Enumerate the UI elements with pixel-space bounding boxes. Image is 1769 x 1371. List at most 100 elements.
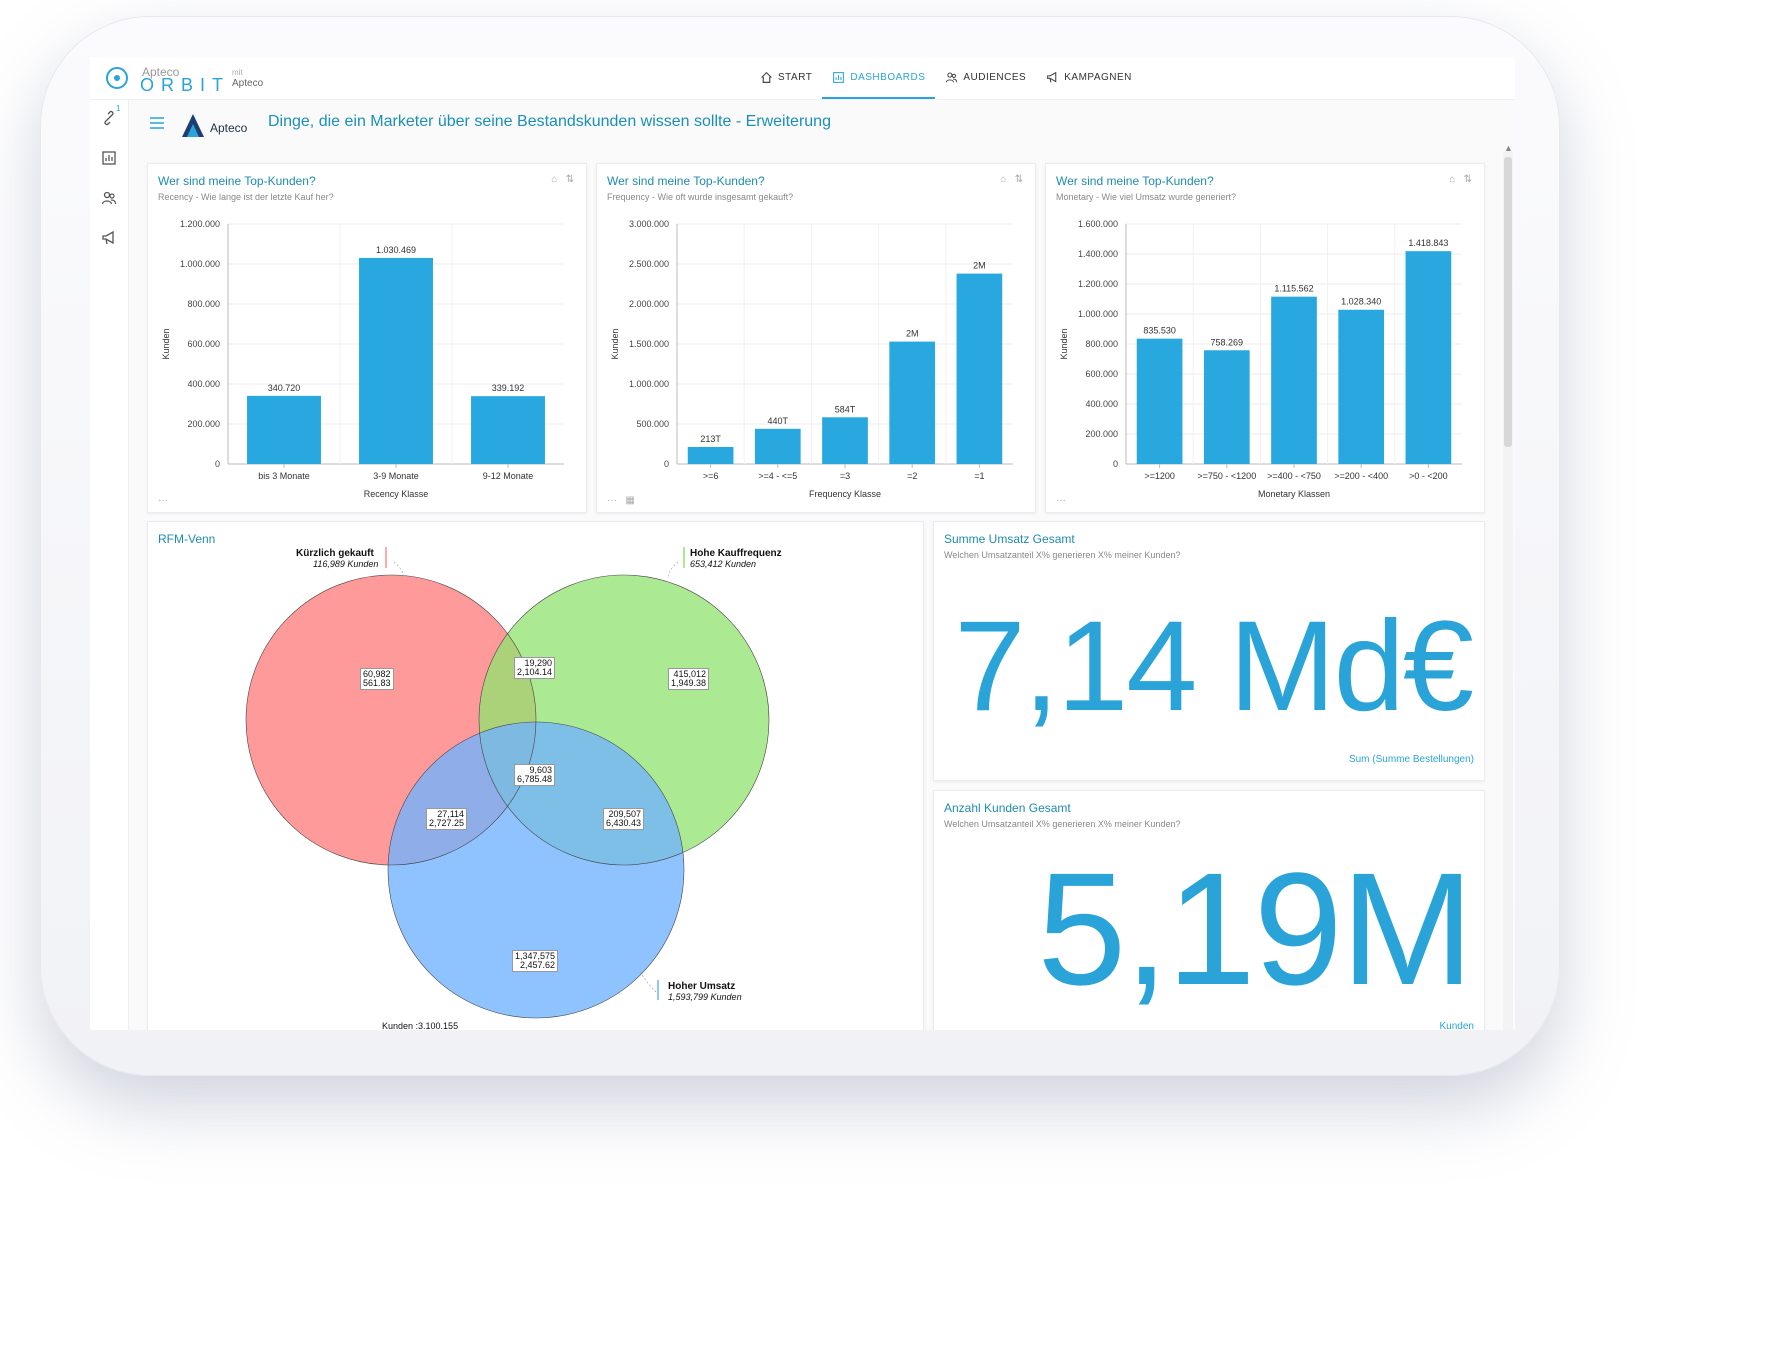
y-tick-label: 0: [664, 459, 669, 469]
x-tick-label: >=400 - <750: [1267, 471, 1321, 481]
nav-start-label: START: [778, 71, 813, 83]
venn-region-f[interactable]: 415,012 1,949.38: [668, 668, 710, 690]
nav-dashboards[interactable]: DASHBOARDS: [822, 57, 936, 99]
venn-title: RFM-Venn: [158, 532, 216, 546]
more-icon[interactable]: ··· ▦: [607, 495, 635, 506]
nav-start[interactable]: START: [750, 57, 822, 99]
sort-icon[interactable]: ⇅: [1463, 174, 1472, 185]
apteco-logo: Apteco: [182, 114, 248, 137]
data-label: 1.418.843: [1408, 238, 1448, 248]
x-axis-label: Monetary Klassen: [1258, 489, 1330, 499]
y-tick-label: 2.500.000: [629, 259, 669, 269]
page-title: Dinge, die ein Marketer über seine Besta…: [268, 113, 831, 130]
data-label: 340.720: [268, 383, 301, 393]
data-label: 835.530: [1143, 326, 1176, 336]
frequency-title: Wer sind meine Top-Kunden?: [607, 174, 765, 188]
audiences-icon[interactable]: [101, 190, 117, 206]
logo-mit-brand: Apteco: [232, 78, 264, 89]
tag-icon[interactable]: ⌂: [551, 174, 558, 185]
sort-icon[interactable]: ⇅: [565, 174, 574, 185]
venn-set-label-recency: Kürzlich gekauft: [296, 548, 374, 559]
x-tick-label: >=4 - <=5: [758, 471, 797, 481]
venn-set-label-frequency: Hohe Kauffrequenz: [690, 548, 782, 559]
x-tick-label: >=6: [703, 471, 719, 481]
y-tick-label: 1.200.000: [1078, 279, 1118, 289]
chart-icon[interactable]: [101, 150, 117, 166]
bar: [1271, 296, 1317, 464]
home-icon: [761, 71, 772, 83]
venn-set-count-recency: 116,989 Kunden: [313, 559, 379, 569]
logo-brand-top: Apteco: [142, 65, 180, 79]
frequency-card: Wer sind meine Top-Kunden? Frequency - W…: [596, 163, 1036, 513]
y-axis-label: Kunden: [161, 328, 171, 359]
y-tick-label: 1.000.000: [629, 379, 669, 389]
kunden-title: Anzahl Kunden Gesamt: [944, 801, 1071, 815]
x-tick-label: bis 3 Monate: [258, 471, 310, 481]
x-tick-label: =2: [907, 471, 917, 481]
x-tick-label: =1: [974, 471, 984, 481]
top-bar: Apteco ORBIT mit Apteco START DASHBOARDS…: [90, 57, 1515, 100]
bar: [956, 273, 1003, 464]
nav-audiences[interactable]: AUDIENCES: [935, 57, 1036, 99]
venn-region-rf[interactable]: 19,290 2,104.14: [514, 657, 556, 679]
x-tick-label: 3-9 Monate: [373, 471, 419, 481]
y-axis-label: Kunden: [1059, 328, 1069, 359]
venn-region-fm[interactable]: 209,507 6,430.43: [603, 808, 645, 830]
card-tools[interactable]: ⌂ ⇅: [551, 174, 574, 185]
link-icon[interactable]: [101, 110, 117, 126]
data-label: 339.192: [492, 383, 525, 393]
app-screen: Apteco ORBIT mit Apteco START DASHBOARDS…: [90, 57, 1515, 1030]
tag-icon[interactable]: ⌂: [1000, 174, 1007, 185]
y-tick-label: 2.000.000: [629, 299, 669, 309]
nav-kampagnen[interactable]: KAMPAGNEN: [1036, 57, 1142, 99]
venn-region-rfm[interactable]: 9,603 6,785.48: [514, 764, 556, 786]
venn-region-rm[interactable]: 27,114 2,727.25: [426, 808, 468, 830]
x-tick-label: >=200 - <400: [1334, 471, 1388, 481]
bar: [1136, 338, 1183, 464]
logo-mit: mit: [232, 68, 243, 77]
umsatz-subtitle: Welchen Umsatzanteil X% generieren X% me…: [944, 550, 1181, 560]
nav-dashboards-label: DASHBOARDS: [850, 71, 926, 83]
scroll-up-arrow-icon[interactable]: ▲: [1504, 143, 1513, 153]
y-tick-label: 0: [215, 459, 220, 469]
menu-icon[interactable]: [150, 117, 164, 129]
recency-chart: 0 200.000 400.000 600.000 800.000 1.000.000 1.…: [161, 219, 564, 499]
scrollbar-track[interactable]: [1503, 151, 1513, 1030]
monetary-chart: 0 200.000 400.000 600.000 800.000 1.000.000 1.…: [1059, 219, 1462, 499]
y-tick-label: 200.000: [187, 419, 220, 429]
frequency-subtitle: Frequency - Wie oft wurde insgesamt geka…: [607, 192, 794, 202]
logo-brand-name: ORBIT: [140, 75, 231, 95]
y-axis-label: Kunden: [610, 328, 620, 359]
y-tick-label: 1.600.000: [1078, 219, 1118, 229]
data-label: 440T: [768, 416, 789, 426]
tag-icon[interactable]: ⌂: [1449, 174, 1456, 185]
card-tools[interactable]: ⌂ ⇅: [1000, 174, 1023, 185]
more-icon[interactable]: ···: [1056, 495, 1066, 506]
y-tick-label: 1.000.000: [180, 259, 220, 269]
venn-diagram: [245, 547, 770, 1019]
y-tick-label: 200.000: [1085, 429, 1118, 439]
orbit-logo-icon[interactable]: [106, 67, 128, 89]
venn-region-r[interactable]: 60,982 561.83: [360, 668, 394, 690]
bar: [754, 428, 801, 464]
more-icon[interactable]: ···: [158, 495, 168, 506]
dashboard-header: Apteco Dinge, die ein Marketer über sein…: [128, 100, 1515, 158]
x-tick-label: =3: [840, 471, 850, 481]
monetary-subtitle: Monetary - Wie viel Umsatz wurde generie…: [1056, 192, 1237, 202]
bar: [687, 446, 734, 464]
frequency-chart: 0 500.000 1.000.000 1.500.000 2.000.000 2.500…: [610, 219, 1013, 499]
data-label: 213T: [700, 434, 721, 444]
kunden-value: 5,19M: [1037, 839, 1474, 1018]
data-label: 1.030.469: [376, 245, 416, 255]
table-icon[interactable]: ▦: [625, 495, 635, 506]
campaigns-icon[interactable]: [101, 230, 117, 246]
scrollbar-thumb[interactable]: [1504, 157, 1512, 447]
venn-region-m[interactable]: 1,347,575 2,457.62: [512, 950, 559, 972]
card-tools[interactable]: ⌂ ⇅: [1449, 174, 1472, 185]
x-axis-label: Frequency Klasse: [809, 489, 881, 499]
x-tick-label: >=1200: [1144, 471, 1175, 481]
y-tick-label: 400.000: [187, 379, 220, 389]
y-tick-label: 500.000: [636, 419, 669, 429]
sort-icon[interactable]: ⇅: [1014, 174, 1023, 185]
megaphone-icon: [1047, 71, 1057, 82]
